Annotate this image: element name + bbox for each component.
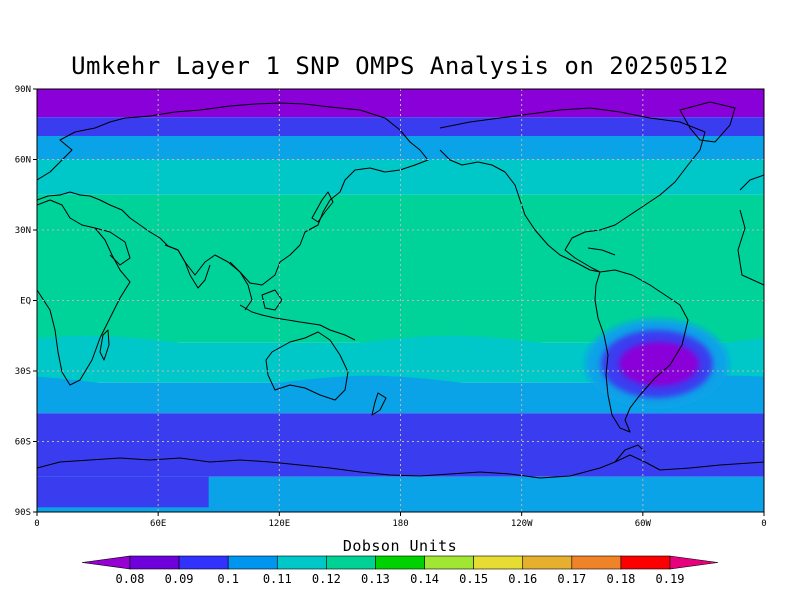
coastline-africa bbox=[37, 199, 131, 386]
x-tick-label-4: 120W bbox=[511, 519, 533, 529]
colorbar-box-9 bbox=[522, 555, 573, 570]
x-tick-label-1: 60E bbox=[150, 519, 166, 529]
axis-ticks: 0 60E 120E 180 120W 60W 0 90N 60N 30N EQ 30S 60S 90S bbox=[15, 85, 767, 529]
coastline-caribbean bbox=[587, 247, 616, 256]
colorbar-label-11: 0.19 bbox=[656, 572, 685, 586]
colorbar-label-4: 0.12 bbox=[312, 572, 341, 586]
colorbar-title: Dobson Units bbox=[342, 537, 458, 555]
colorbar-label-3: 0.11 bbox=[263, 572, 292, 586]
colorbar-box-1 bbox=[129, 555, 180, 570]
colorbar-label-10: 0.18 bbox=[606, 572, 635, 586]
field-band-1 bbox=[37, 117, 764, 136]
coastline-greenland bbox=[679, 101, 736, 143]
coastline-indochina bbox=[229, 261, 253, 311]
coastline-arabia bbox=[94, 227, 131, 266]
colorbar-box-11 bbox=[620, 555, 671, 570]
y-tick-label-6: 90S bbox=[15, 508, 31, 518]
colorbar-high-triangle bbox=[669, 555, 719, 570]
field-band-0 bbox=[37, 89, 764, 118]
coastline-north-america bbox=[439, 107, 706, 273]
coastline-indonesia bbox=[239, 304, 356, 341]
y-tick-label-2: 30N bbox=[15, 226, 31, 236]
coastline-south-america bbox=[594, 269, 689, 433]
coastline-japan bbox=[311, 191, 334, 223]
coastline-antarctica bbox=[37, 454, 764, 479]
coastline-new-zealand bbox=[371, 392, 387, 416]
coastline-eurasia bbox=[37, 102, 429, 286]
colorbar-box-4 bbox=[276, 555, 327, 570]
field-antarctic-patch bbox=[37, 476, 209, 508]
y-tick-label-3: EQ bbox=[20, 297, 31, 307]
x-tick-label-0: 0 bbox=[34, 519, 39, 529]
y-tick-label-4: 30S bbox=[15, 367, 31, 377]
colorbar-box-8 bbox=[473, 555, 524, 570]
field-wave-south-mid bbox=[37, 375, 764, 411]
coastline-antarctic-peninsula bbox=[614, 444, 646, 463]
colorbar-box-3 bbox=[227, 555, 278, 570]
coastlines bbox=[37, 101, 764, 479]
colorbar-box-6 bbox=[375, 555, 425, 570]
colorbar-box-10 bbox=[571, 555, 622, 570]
colorbar: 0.08 0.09 0.1 0.11 0.12 0.13 0.14 0.15 0.16 0.17 0… bbox=[81, 555, 719, 586]
anomaly-core bbox=[618, 341, 699, 386]
y-tick-label-1: 60N bbox=[15, 156, 31, 166]
colorbar-label-1: 0.09 bbox=[165, 572, 194, 586]
grid-lines bbox=[37, 89, 764, 512]
colorbar-box-5 bbox=[326, 555, 376, 570]
x-tick-label-6: 0 bbox=[761, 519, 766, 529]
coastline-madagascar bbox=[99, 329, 110, 361]
field-band-2 bbox=[37, 136, 764, 160]
colorbar-label-2: 0.1 bbox=[217, 572, 239, 586]
colorbar-low-triangle bbox=[81, 555, 131, 570]
colorbar-label-0: 0.08 bbox=[116, 572, 145, 586]
colorbar-label-8: 0.16 bbox=[508, 572, 537, 586]
colorbar-label-7: 0.15 bbox=[459, 572, 488, 586]
colorbar-label-6: 0.14 bbox=[410, 572, 439, 586]
coastline-india bbox=[164, 244, 211, 289]
coastline-borneo bbox=[261, 289, 283, 311]
colorbar-box-2 bbox=[178, 555, 229, 570]
coastline-europe-west bbox=[739, 174, 764, 191]
colorbar-label-9: 0.17 bbox=[557, 572, 586, 586]
x-tick-label-2: 120E bbox=[268, 519, 290, 529]
y-tick-label-5: 60S bbox=[15, 438, 31, 448]
x-tick-label-3: 180 bbox=[392, 519, 408, 529]
colorbar-box-7 bbox=[424, 555, 474, 570]
coastline-australia bbox=[265, 331, 349, 401]
field-wave-south-tropics bbox=[37, 335, 764, 371]
map-title: Umkehr Layer 1 SNP OMPS Analysis on 2025… bbox=[71, 52, 729, 80]
colorbar-label-5: 0.13 bbox=[361, 572, 390, 586]
y-tick-label-0: 90N bbox=[15, 85, 31, 95]
coastline-west-africa bbox=[737, 209, 764, 286]
x-tick-label-5: 60W bbox=[635, 519, 652, 529]
